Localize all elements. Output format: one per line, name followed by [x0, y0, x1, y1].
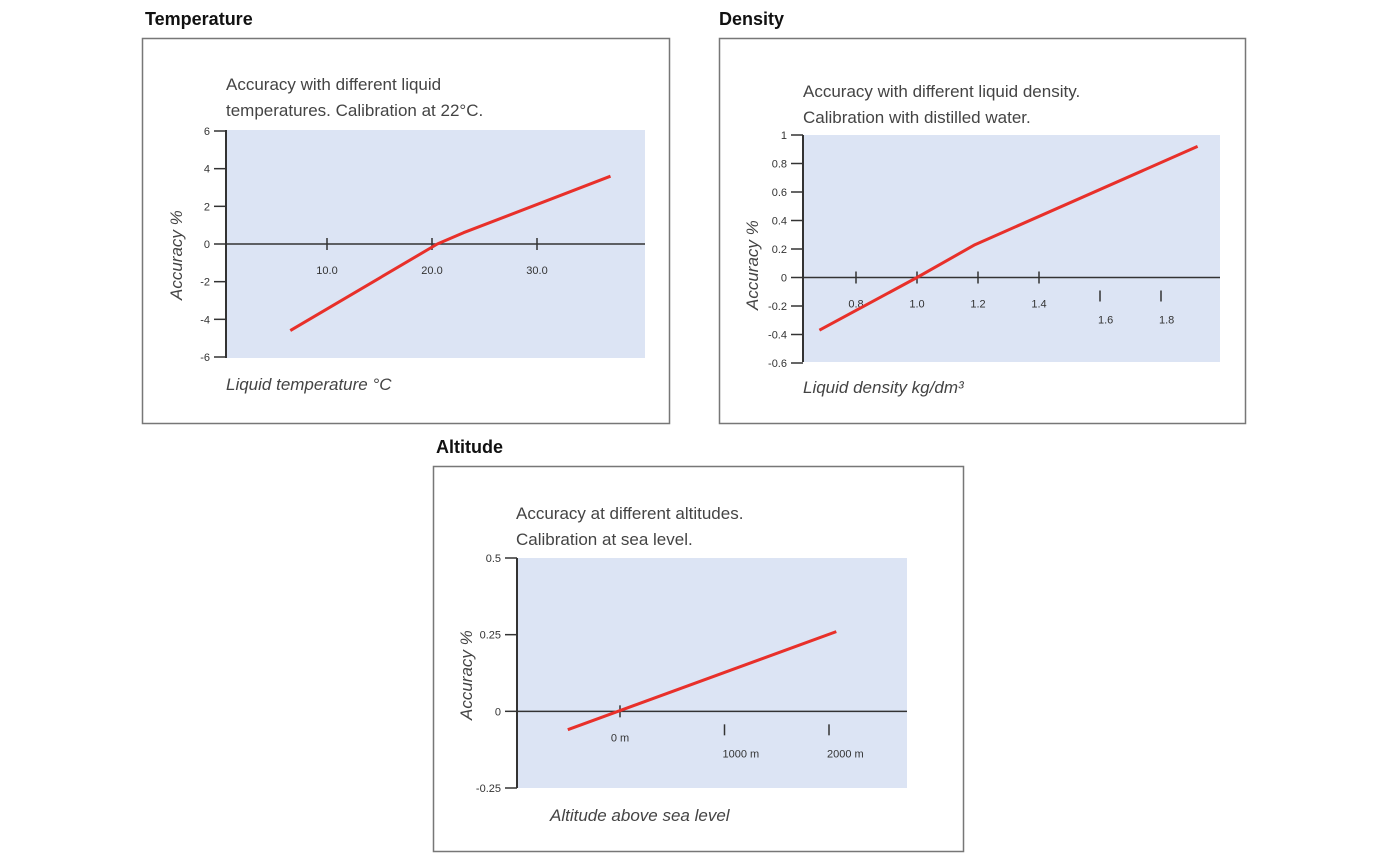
y-tick-label: -0.6	[768, 358, 787, 370]
x-tick-label: 1000 m	[723, 748, 760, 760]
chart-subtitle-line: temperatures. Calibration at 22°C.	[226, 101, 483, 120]
x-axis-label: Liquid density kg/dm³	[803, 378, 965, 397]
y-tick-label: 0.5	[486, 553, 501, 565]
chart-subtitle-line: Calibration at sea level.	[516, 530, 693, 549]
y-tick-label: 0	[495, 706, 501, 718]
chart-subtitle-line: Accuracy with different liquid density.	[803, 82, 1080, 101]
y-tick-label: 0	[781, 273, 787, 285]
x-tick-label: 1.8	[1159, 315, 1174, 327]
y-tick-label: 4	[204, 164, 210, 176]
x-tick-label: 1.2	[970, 299, 985, 311]
chart-temperature: Temperature Accuracy with different liqui…	[141, 9, 671, 425]
accuracy-series-line	[289, 174, 612, 332]
x-axis-label: Altitude above sea level	[549, 806, 731, 825]
accuracy-series-line	[567, 630, 837, 732]
x-tick-label: 1.4	[1031, 299, 1046, 311]
plot-area	[517, 558, 907, 788]
x-tick-label: 20.0	[421, 265, 442, 277]
y-axis-label: Accuracy %	[743, 220, 762, 311]
chart-density: Density Accuracy with different liquid de…	[718, 9, 1247, 425]
x-tick-label: 2000 m	[827, 748, 864, 760]
chart-title: Temperature	[145, 9, 253, 29]
chart-title: Density	[719, 9, 784, 29]
y-axis-label: Accuracy %	[457, 630, 476, 721]
y-axis-label: Accuracy %	[167, 210, 186, 301]
y-tick-label: 0.6	[772, 187, 787, 199]
y-tick-label: -4	[200, 314, 210, 326]
x-tick-label: 30.0	[526, 265, 547, 277]
x-tick-label: 0 m	[611, 732, 629, 744]
y-tick-label: -6	[200, 352, 210, 364]
x-tick-label: 1.6	[1098, 315, 1113, 327]
chart-altitude: Altitude Accuracy at different altitudes.…	[432, 437, 965, 853]
chart-title: Altitude	[436, 437, 503, 457]
chart-subtitle-line: Accuracy with different liquid	[226, 75, 441, 94]
x-tick-label: 1.0	[909, 299, 924, 311]
y-tick-label: 0.25	[480, 630, 501, 642]
y-tick-label: -2	[200, 277, 210, 289]
y-tick-label: 0	[204, 239, 210, 251]
y-tick-label: 6	[204, 126, 210, 138]
y-tick-label: 0.2	[772, 244, 787, 256]
y-tick-label: 2	[204, 201, 210, 213]
accuracy-series-line	[818, 145, 1199, 332]
y-tick-label: 1	[781, 130, 787, 142]
x-axis-label: Liquid temperature °C	[226, 375, 392, 394]
plot-area	[803, 135, 1220, 362]
y-tick-label: -0.4	[768, 330, 787, 342]
y-tick-label: 0.8	[772, 159, 787, 171]
y-tick-label: -0.25	[476, 783, 501, 795]
chart-subtitle-line: Calibration with distilled water.	[803, 108, 1031, 127]
y-tick-label: 0.4	[772, 216, 787, 228]
x-tick-label: 10.0	[316, 265, 337, 277]
y-tick-label: -0.2	[768, 301, 787, 313]
chart-subtitle-line: Accuracy at different altitudes.	[516, 504, 743, 523]
